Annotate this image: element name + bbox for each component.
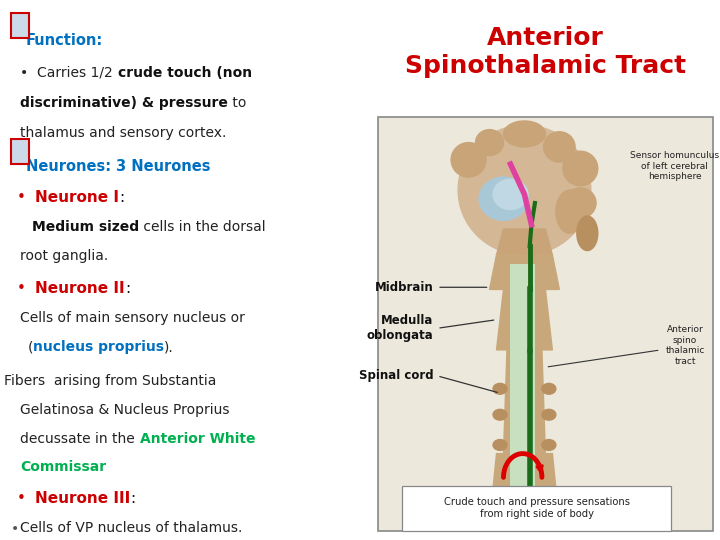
Text: Neurones:: Neurones: — [26, 159, 116, 174]
Text: :: : — [130, 491, 135, 507]
Text: ).: ). — [164, 340, 174, 354]
Text: Neurone II: Neurone II — [35, 281, 125, 296]
Ellipse shape — [542, 409, 556, 420]
Text: thalamus and sensory cortex.: thalamus and sensory cortex. — [20, 126, 227, 140]
Text: Sensor homunculus
of left cerebral
hemisphere: Sensor homunculus of left cerebral hemis… — [630, 151, 719, 181]
Text: Cells of main sensory nucleus or: Cells of main sensory nucleus or — [20, 311, 246, 325]
Text: •: • — [11, 522, 19, 536]
Ellipse shape — [503, 121, 546, 147]
Text: Neurone III: Neurone III — [35, 491, 130, 507]
Ellipse shape — [479, 177, 528, 220]
Text: :: : — [120, 190, 125, 205]
Ellipse shape — [493, 179, 528, 210]
Text: Medium sized: Medium sized — [32, 220, 139, 234]
Ellipse shape — [577, 216, 598, 251]
Ellipse shape — [493, 409, 507, 420]
Text: Cells of VP nucleus of thalamus.: Cells of VP nucleus of thalamus. — [20, 521, 243, 535]
Text: nucleus proprius: nucleus proprius — [33, 340, 164, 354]
Ellipse shape — [542, 440, 556, 450]
Text: crude touch (non: crude touch (non — [117, 66, 252, 80]
Polygon shape — [497, 289, 552, 350]
Text: root ganglia.: root ganglia. — [20, 249, 109, 264]
Ellipse shape — [475, 130, 503, 156]
Text: Neurone I: Neurone I — [35, 190, 120, 205]
Text: Commissar: Commissar — [20, 460, 107, 474]
Ellipse shape — [564, 188, 596, 218]
Text: Midbrain: Midbrain — [375, 281, 433, 294]
Text: cells in the dorsal: cells in the dorsal — [139, 220, 265, 234]
Ellipse shape — [544, 132, 575, 162]
Text: to: to — [228, 96, 247, 110]
Text: discriminative) & pressure: discriminative) & pressure — [20, 96, 228, 110]
FancyBboxPatch shape — [378, 117, 713, 531]
Ellipse shape — [458, 125, 591, 255]
Ellipse shape — [556, 190, 584, 233]
Text: •: • — [17, 190, 35, 205]
Polygon shape — [497, 229, 552, 255]
Text: (: ( — [28, 340, 33, 354]
Text: Crude touch and pressure sensations
from right side of body: Crude touch and pressure sensations from… — [444, 497, 630, 519]
Ellipse shape — [563, 151, 598, 186]
Text: Spinal cord: Spinal cord — [359, 369, 433, 382]
Text: :: : — [125, 281, 130, 296]
Ellipse shape — [493, 440, 507, 450]
Text: Anterior
Spinothalamic Tract: Anterior Spinothalamic Tract — [405, 26, 686, 78]
Text: Anterior White: Anterior White — [140, 432, 255, 446]
FancyBboxPatch shape — [402, 486, 671, 531]
Text: Fibers  arising from Substantia: Fibers arising from Substantia — [4, 374, 216, 388]
FancyBboxPatch shape — [11, 13, 29, 38]
Text: 3 Neurones: 3 Neurones — [116, 159, 211, 174]
Text: decussate in the: decussate in the — [20, 432, 140, 446]
Ellipse shape — [451, 143, 486, 177]
Text: •  Carries 1/2: • Carries 1/2 — [20, 66, 117, 80]
FancyBboxPatch shape — [11, 139, 29, 164]
Text: Anterior
spino
thalamic
tract: Anterior spino thalamic tract — [665, 326, 705, 366]
Text: Gelatinosa & Nucleus Proprius: Gelatinosa & Nucleus Proprius — [20, 403, 230, 417]
Polygon shape — [493, 454, 556, 488]
Text: Function:: Function: — [26, 33, 103, 49]
Ellipse shape — [542, 383, 556, 394]
Ellipse shape — [493, 383, 507, 394]
FancyBboxPatch shape — [510, 264, 535, 488]
Text: Medulla
oblongata: Medulla oblongata — [367, 314, 433, 342]
Polygon shape — [490, 255, 559, 289]
Text: •: • — [17, 491, 35, 507]
Polygon shape — [503, 350, 546, 454]
Text: •: • — [17, 281, 35, 296]
